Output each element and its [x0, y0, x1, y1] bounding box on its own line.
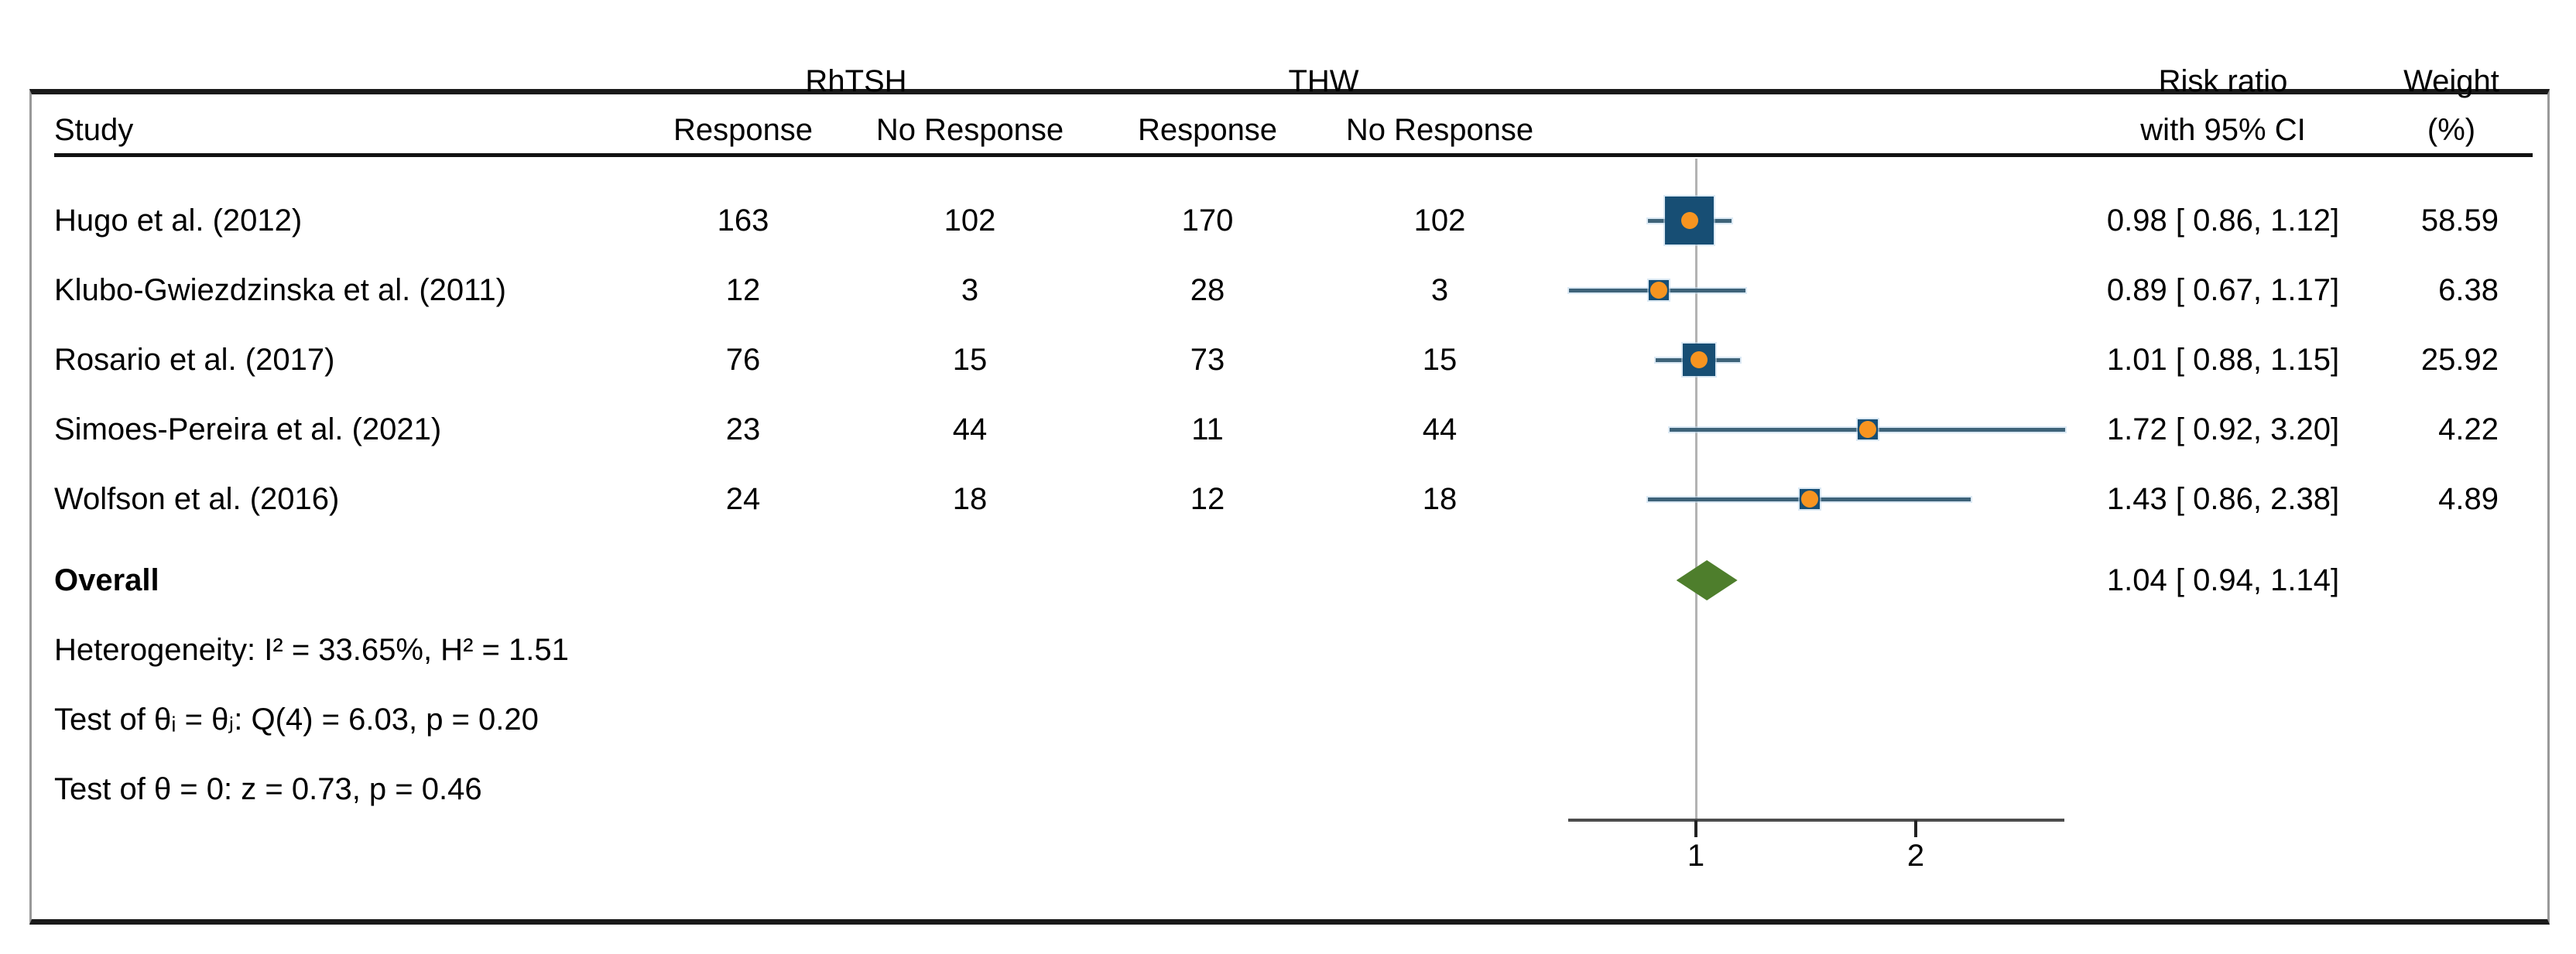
effect-dot [1800, 491, 1818, 508]
weight-value: 4.22 [2438, 412, 2499, 446]
group-header-thw: THW [1288, 64, 1359, 98]
rhtsh-response-value: 12 [725, 273, 761, 307]
thw-response-value: 73 [1190, 343, 1225, 377]
test-homogeneity-stats: Test of θᵢ = θⱼ: Q(4) = 6.03, p = 0.20 [54, 703, 539, 737]
axis-tick-1 [1694, 820, 1697, 837]
effect-dot [1680, 212, 1698, 229]
overall-risk-ratio-ci-value: 1.04 [ 0.94, 1.14] [2106, 563, 2340, 597]
study-label: Simoes-Pereira et al. (2021) [54, 412, 442, 446]
overall-row: Overall 1.04 [ 0.94, 1.14] [0, 545, 2576, 615]
study-label: Hugo et al. (2012) [54, 203, 303, 238]
thw-response-value: 12 [1190, 482, 1225, 516]
axis-tick-label-2: 2 [1906, 839, 1925, 873]
heterogeneity-stats: Heterogeneity: I² = 33.65%, H² = 1.51 [54, 633, 569, 667]
rhtsh-response-value: 24 [725, 482, 761, 516]
study-label: Klubo-Gwiezdzinska et al. (2011) [54, 273, 506, 307]
rhtsh-response-value: 76 [725, 343, 761, 377]
risk-ratio-ci-value: 0.89 [ 0.67, 1.17] [2106, 273, 2340, 307]
column-header-rhtsh-no-response: No Response [875, 113, 1064, 147]
x-axis-line [1568, 819, 2064, 822]
rhtsh-response-value: 163 [717, 203, 769, 238]
thw-no-response-value: 44 [1422, 412, 1458, 446]
study-row: Hugo et al. (2012) 163 102 170 102 0.98 … [0, 186, 2576, 255]
rhtsh-no-response-value: 15 [952, 343, 988, 377]
weight-value: 58.59 [2420, 203, 2499, 238]
rhtsh-no-response-value: 3 [961, 273, 979, 307]
effect-dot [1650, 282, 1668, 299]
thw-no-response-value: 15 [1422, 343, 1458, 377]
study-row: Simoes-Pereira et al. (2021) 23 44 11 44… [0, 395, 2576, 464]
thw-response-value: 11 [1191, 412, 1224, 446]
rhtsh-no-response-value: 18 [952, 482, 988, 516]
effect-dot [1859, 421, 1877, 438]
column-header-thw-no-response: No Response [1345, 113, 1534, 147]
thw-response-value: 170 [1181, 203, 1234, 238]
thw-no-response-value: 3 [1430, 273, 1449, 307]
header-rule [54, 153, 2533, 157]
risk-ratio-ci-value: 1.01 [ 0.88, 1.15] [2106, 343, 2340, 377]
study-label: Rosario et al. (2017) [54, 343, 335, 377]
risk-ratio-ci-value: 1.43 [ 0.86, 2.38] [2106, 482, 2340, 516]
axis-tick-2 [1914, 820, 1917, 837]
weight-header-line2: (%) [2427, 113, 2476, 147]
risk-ratio-ci-value: 0.98 [ 0.86, 1.12] [2106, 203, 2340, 238]
effect-header-line2: with 95% CI [2140, 113, 2306, 147]
effect-dot [1690, 351, 1708, 368]
effect-header-line1: Risk ratio [2158, 64, 2288, 98]
thw-no-response-value: 18 [1422, 482, 1458, 516]
weight-value: 25.92 [2420, 343, 2499, 377]
weight-value: 6.38 [2438, 273, 2499, 307]
column-header-thw-response: Response [1137, 113, 1278, 147]
column-header-study: Study [54, 113, 134, 147]
thw-no-response-value: 102 [1413, 203, 1466, 238]
study-label: Wolfson et al. (2016) [54, 482, 340, 516]
reference-line [1694, 159, 1697, 820]
thw-response-value: 28 [1190, 273, 1225, 307]
weight-value: 4.89 [2438, 482, 2499, 516]
axis-tick-label-1: 1 [1687, 839, 1705, 873]
rhtsh-response-value: 23 [725, 412, 761, 446]
weight-header-line1: Weight [2403, 64, 2499, 98]
rhtsh-no-response-value: 102 [944, 203, 996, 238]
study-row: Wolfson et al. (2016) 24 18 12 18 1.43 [… [0, 464, 2576, 534]
study-row: Klubo-Gwiezdzinska et al. (2011) 12 3 28… [0, 255, 2576, 325]
risk-ratio-ci-value: 1.72 [ 0.92, 3.20] [2106, 412, 2340, 446]
rhtsh-no-response-value: 44 [952, 412, 988, 446]
study-row: Rosario et al. (2017) 76 15 73 15 1.01 [… [0, 325, 2576, 395]
test-overall-effect-stats: Test of θ = 0: z = 0.73, p = 0.46 [54, 772, 482, 806]
overall-label: Overall [54, 563, 159, 597]
column-header-rhtsh-response: Response [673, 113, 814, 147]
group-header-rhtsh: RhTSH [805, 64, 907, 98]
